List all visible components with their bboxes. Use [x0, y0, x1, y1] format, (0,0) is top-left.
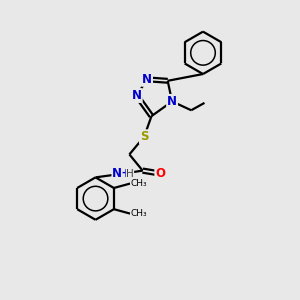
Text: N: N	[167, 95, 177, 108]
Text: N: N	[142, 73, 152, 86]
Text: S: S	[140, 130, 148, 143]
Text: O: O	[155, 167, 165, 180]
Text: N: N	[112, 167, 122, 180]
Text: H: H	[119, 169, 128, 178]
Text: CH₃: CH₃	[131, 179, 147, 188]
Text: H: H	[126, 169, 134, 178]
Text: CH₃: CH₃	[131, 209, 147, 218]
Text: N: N	[132, 89, 142, 102]
